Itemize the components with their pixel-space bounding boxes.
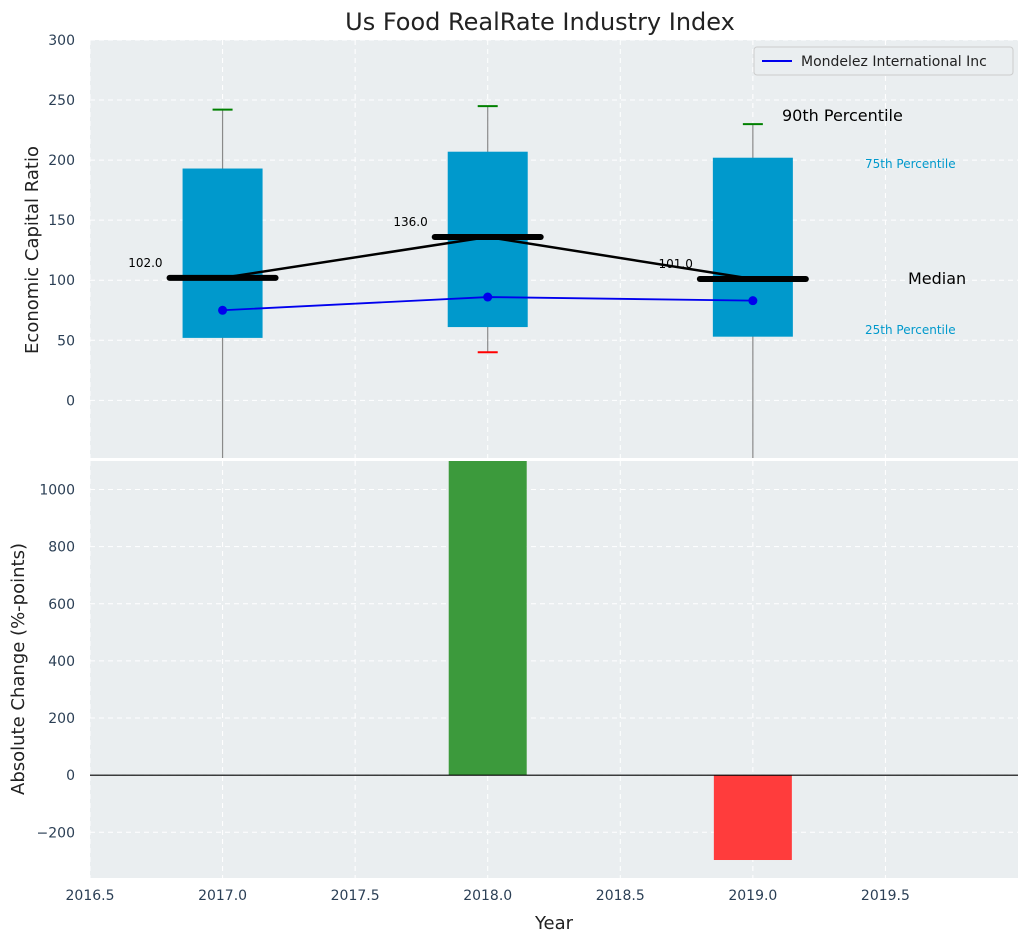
legend-label: Mondelez International Inc [801, 54, 987, 70]
top-y-axis-label: Economic Capital Ratio [22, 146, 43, 354]
x-tick-label: 2018.0 [463, 888, 512, 904]
change-bar [448, 461, 527, 776]
x-ticks: 2016.5 2017.0 2017.5 2018.0 2018.5 2019.0 2019… [66, 888, 910, 904]
bottom-y-tick-label: 200 [48, 711, 75, 727]
bottom-y-tick-label: 1000 [39, 483, 75, 499]
top-y-tick-label: 100 [48, 273, 75, 289]
legend-box [753, 46, 1014, 76]
bottom-y-tick-label: 600 [48, 597, 75, 613]
series-point [483, 292, 493, 302]
median-value-labels: 102.0 136.0 101.0 [128, 215, 693, 271]
box-iqr [712, 157, 793, 337]
top-y-tick-label: 150 [48, 213, 75, 229]
change-bar [713, 775, 792, 861]
change-bars [448, 461, 792, 861]
top-y-tick-label: 300 [48, 33, 75, 49]
bottom-plot-background [90, 461, 1018, 878]
series-point [218, 305, 228, 315]
chart-title: Us Food RealRate Industry Index [345, 8, 735, 36]
bottom-y-tick-label: 400 [48, 654, 75, 670]
bottom-y-tick-label: −200 [37, 825, 75, 841]
x-tick-label: 2017.0 [198, 888, 247, 904]
median-trend [222, 235, 754, 281]
bottom-y-tick-label: 0 [66, 768, 75, 784]
x-axis-label: Year [534, 913, 574, 934]
top-panel: 0 50 100 150 200 250 300 102.0 136.0 101.0 90th … [22, 33, 1018, 458]
bottom-panel: −200 0 200 400 600 800 1000 2016.5 2017.0 2017.5… [8, 461, 1018, 934]
x-tick-label: 2016.5 [66, 888, 115, 904]
top-y-tick-label: 0 [66, 393, 75, 409]
median-value-label: 101.0 [658, 257, 692, 271]
bottom-y-axis-label: Absolute Change (%-points) [8, 543, 29, 795]
median-value-label: 136.0 [393, 215, 427, 229]
x-tick-label: 2019.5 [861, 888, 910, 904]
top-y-tick-label: 50 [57, 333, 75, 349]
annotation-median: Median [908, 269, 966, 288]
legend: Mondelez International Inc [753, 46, 1014, 76]
top-y-tick-label: 200 [48, 153, 75, 169]
series-point [748, 296, 758, 306]
annotation-p25: 25th Percentile [865, 323, 956, 337]
bottom-y-tick-label: 800 [48, 540, 75, 556]
x-tick-label: 2019.0 [728, 888, 777, 904]
median-trend-line [222, 235, 754, 281]
median-value-label: 102.0 [128, 256, 162, 270]
annotation-p90: 90th Percentile [782, 106, 903, 125]
company-series [218, 292, 758, 315]
top-y-tick-label: 250 [48, 93, 75, 109]
x-tick-label: 2017.5 [331, 888, 380, 904]
bottom-y-ticks: −200 0 200 400 600 800 1000 [37, 483, 75, 842]
x-tick-label: 2018.5 [596, 888, 645, 904]
top-y-ticks: 0 50 100 150 200 250 300 [48, 33, 75, 409]
annotation-p75: 75th Percentile [865, 157, 956, 171]
